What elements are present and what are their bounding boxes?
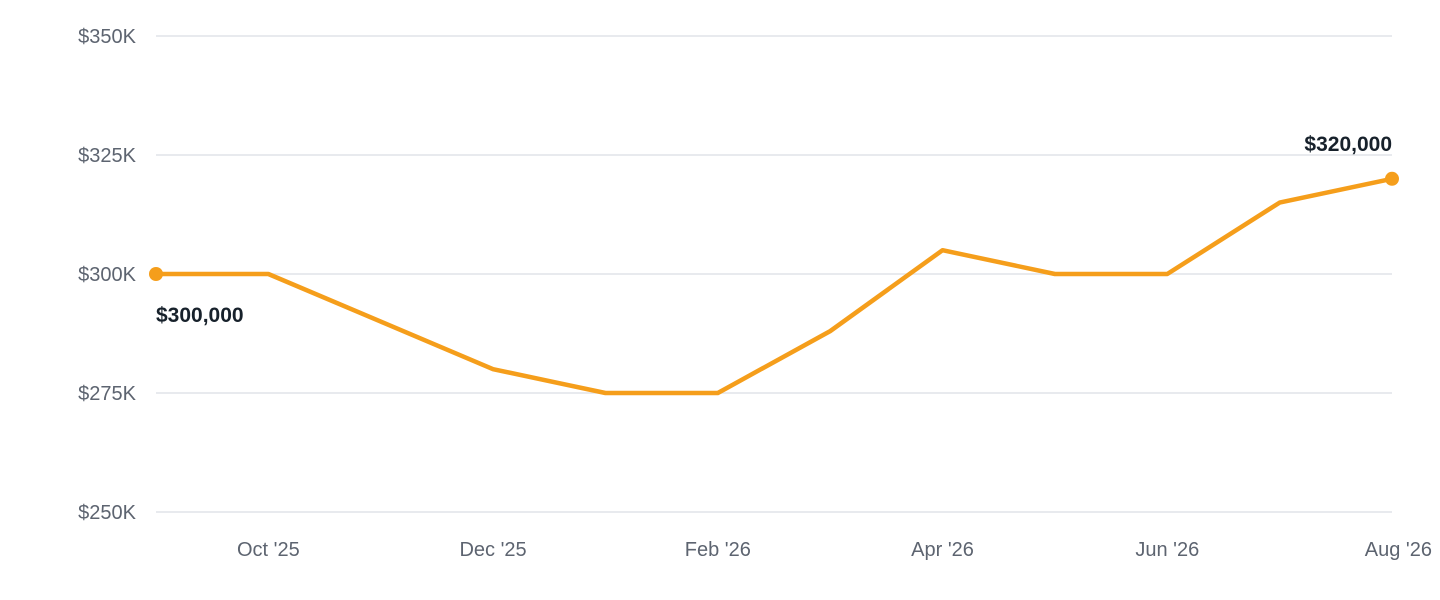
endpoint-marker[interactable] (1385, 171, 1399, 186)
x-tick-label: Oct '25 (237, 539, 300, 561)
y-tick-label: $350K (78, 26, 136, 48)
series-line (153, 176, 1395, 396)
y-tick-label: $275K (78, 383, 136, 405)
y-tick-label: $250K (78, 502, 136, 524)
x-tick-label: Aug '26 (1365, 539, 1432, 561)
endpoint-marker[interactable] (149, 267, 163, 281)
y-tick-label: $300K (78, 264, 136, 286)
x-tick-label: Jun '26 (1135, 539, 1199, 561)
x-tick-label: Apr '26 (911, 539, 974, 561)
x-tick-label: Dec '25 (459, 539, 526, 561)
y-tick-label: $325K (78, 145, 136, 167)
x-tick-label: Feb '26 (685, 539, 751, 561)
data-label: $300,000 (156, 304, 244, 327)
data-label: $320,000 (1304, 133, 1392, 156)
